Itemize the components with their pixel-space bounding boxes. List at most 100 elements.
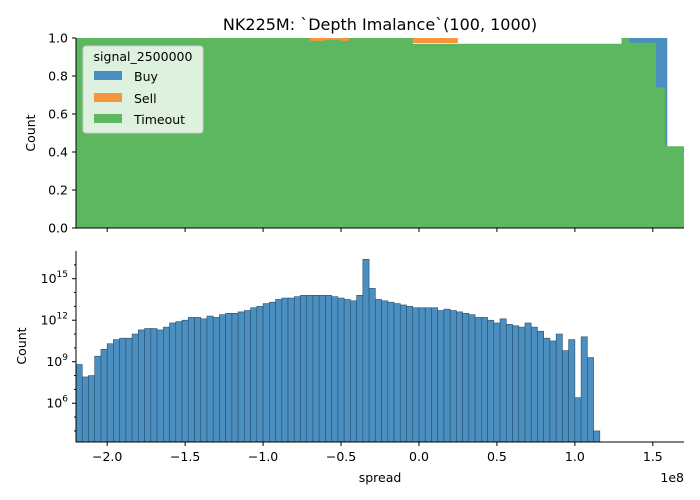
histogram-bar [375,299,382,443]
bottom-x-tick-label: 0.0 [409,449,429,464]
histogram-bar [163,326,170,443]
histogram-bar [468,314,476,443]
histogram-bar [356,294,364,443]
histogram-bar [412,307,420,443]
bottom-y-axis-label: Count [14,327,29,364]
histogram-bar [343,299,351,443]
legend-title: signal_2500000 [94,49,193,64]
histogram-bar [462,312,470,443]
histogram-bar [219,314,226,443]
histogram-bar [138,329,145,443]
bottom-y-tick-label: 1012 [41,312,68,328]
histogram-bar [281,297,289,443]
histogram-bar [306,294,314,443]
histogram-bar [512,325,520,443]
histogram-bar [318,294,326,443]
top-y-tick-label: 0.4 [48,145,68,160]
bottom-x-tick-label: 0.5 [487,449,507,464]
bottom-x-tick-label: −2.0 [92,449,122,464]
histogram-bar [75,364,83,443]
histogram-bar [113,339,120,443]
histogram-bar [194,317,202,443]
histogram-bar [81,376,89,443]
histogram-bar [262,303,270,443]
histogram-bar [562,350,569,443]
legend-swatch-timeout [94,114,122,123]
histogram-bar [225,312,233,443]
histogram-bar [312,294,320,443]
histogram-bar [568,339,576,443]
histogram-bar [150,328,158,443]
top-y-tick-label: 0.2 [48,183,68,198]
top-y-tick-label: 0.6 [48,107,68,122]
histogram-bar [493,322,501,443]
bottom-y-tick-label: 106 [46,395,68,411]
bottom-y-tick-label: 1015 [41,270,68,286]
legend-label-timeout: Timeout [133,112,185,127]
histogram-bar [237,311,245,443]
histogram-bar [275,299,283,443]
histogram-bar [418,307,426,443]
area-series-timeout [76,38,684,228]
histogram-bar [587,357,594,443]
histogram-bar [125,337,133,443]
histogram-bar [449,310,457,443]
legend-frame [82,45,204,134]
histogram-bar [350,300,357,443]
histogram-bar [481,317,488,443]
histogram-bar [331,296,339,443]
histogram-bar [175,321,183,443]
bottom-x-tick-label: 1.0 [565,449,585,464]
bottom-x-tick-label: −0.5 [326,449,356,464]
histogram-bar [144,328,152,443]
histogram-bar [200,318,208,443]
histogram-bar [206,315,214,443]
histogram-bar [593,430,601,443]
histogram-bar [431,307,438,443]
histogram-bar [337,297,345,443]
histogram-bar [424,307,432,443]
legend-swatch-sell [94,93,122,102]
histogram-bar [106,343,114,443]
top-y-tick-label: 1.0 [48,31,68,46]
bottom-axes: 106 109 1012 1015 −2.0 −1.5 −1.0 −0.5 0.0 0.5 1.0 1… [41,251,684,464]
histogram-bar [231,312,239,443]
histogram-bar [580,336,588,443]
histogram-bar [537,330,544,443]
histogram-bar [399,304,407,443]
histogram-bar [325,294,332,443]
histogram-bar [381,300,389,443]
histogram-bar [393,303,401,443]
histogram-bar [250,307,258,443]
bottom-panel: 106 109 1012 1015 −2.0 −1.5 −1.0 −0.5 0.0 0.5 1.0 1… [14,251,684,485]
histogram-bar [287,297,295,443]
histogram-bar [169,322,177,443]
histogram-bar [300,294,308,443]
histogram-bar [530,326,538,443]
legend: signal_2500000 Buy Sell Timeout [82,45,204,134]
legend-label-buy: Buy [134,69,158,84]
histogram-bar [368,288,376,443]
bottom-plot-area [75,259,601,443]
histogram-bar [94,355,102,443]
top-y-axis-label: Count [23,114,38,151]
histogram-bar [499,318,507,443]
histogram-bar [119,337,127,443]
histogram-bar [437,310,445,443]
histogram-bar [187,317,195,443]
histogram-bar [244,310,251,443]
bottom-x-tick-label: −1.0 [248,449,278,464]
histogram-bar [505,324,513,443]
histogram-bar [256,306,264,443]
x-offset-label: 1e8 [660,470,684,485]
histogram-bar [487,319,495,443]
histogram-bar [406,306,414,443]
histogram-bar [524,322,532,443]
x-axis-label: spread [359,470,402,485]
histogram-bar [100,348,108,443]
histogram-bar [293,296,301,443]
histogram-bar [181,319,189,443]
histogram-bar [269,301,276,443]
histogram-bar [362,259,370,443]
